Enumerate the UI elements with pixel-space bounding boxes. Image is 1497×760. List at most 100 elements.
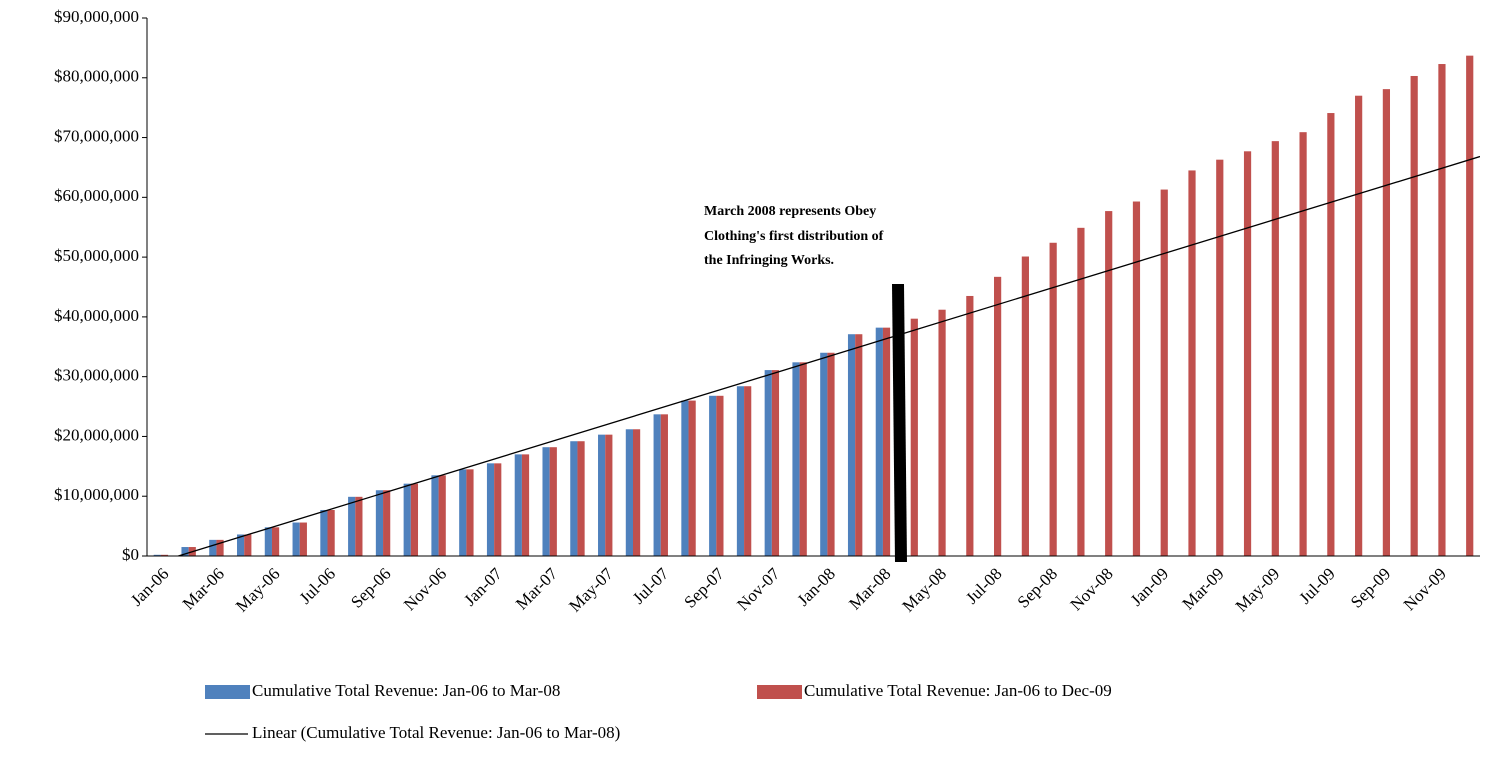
- bar: [744, 386, 752, 556]
- y-tick-label: $40,000,000: [54, 306, 139, 325]
- bar: [459, 469, 467, 556]
- bar: [994, 276, 1002, 556]
- bar: [764, 370, 772, 556]
- bar: [736, 386, 745, 556]
- bar: [327, 509, 335, 556]
- bar: [431, 475, 439, 556]
- bar: [910, 318, 918, 556]
- y-tick-label: $50,000,000: [54, 246, 139, 265]
- bar: [549, 447, 557, 556]
- bar: [966, 295, 974, 556]
- bar: [709, 395, 717, 556]
- trendline: [176, 155, 1480, 556]
- bar: [855, 334, 863, 556]
- y-tick-label: $60,000,000: [54, 186, 139, 205]
- bar: [1188, 170, 1196, 556]
- x-tick-label: Nov-08: [1067, 564, 1117, 614]
- bar: [348, 496, 356, 556]
- bar: [403, 483, 411, 556]
- y-tick-label: $30,000,000: [54, 366, 139, 385]
- x-tick-label: Jan-09: [1127, 564, 1172, 609]
- bar: [1105, 211, 1113, 557]
- x-tick-label: Jan-08: [793, 564, 838, 609]
- bar: [882, 327, 891, 556]
- bar: [514, 454, 522, 556]
- bar: [216, 539, 224, 556]
- bar: [494, 463, 502, 556]
- bar: [625, 429, 633, 556]
- legend-label: Cumulative Total Revenue: Jan-06 to Mar-…: [252, 681, 560, 700]
- bar: [486, 463, 495, 556]
- bar: [410, 483, 419, 556]
- bar: [160, 554, 169, 556]
- bar: [1466, 55, 1474, 556]
- bar: [938, 309, 946, 556]
- x-tick-label: Mar-06: [179, 564, 228, 613]
- bar: [577, 441, 585, 556]
- trendline-group: [176, 155, 1480, 556]
- bar: [521, 454, 530, 556]
- bar: [716, 395, 724, 556]
- bar: [209, 539, 217, 556]
- annotation-line: March 2008 represents Obey: [704, 204, 876, 219]
- bar: [1271, 141, 1279, 557]
- legend-label: Cumulative Total Revenue: Jan-06 to Dec-…: [804, 681, 1112, 700]
- x-tick-label: Jan-06: [127, 564, 172, 609]
- legend-swatch: [757, 685, 802, 699]
- bar: [681, 400, 689, 556]
- bar: [1049, 242, 1057, 556]
- bar: [236, 534, 245, 556]
- bar: [299, 522, 307, 556]
- legend-label: Linear (Cumulative Total Revenue: Jan-06…: [252, 723, 620, 742]
- x-tick-label: Nov-06: [400, 564, 450, 614]
- x-tick-label: Jul-09: [1295, 564, 1338, 607]
- bar: [153, 554, 161, 556]
- bar: [466, 469, 474, 556]
- x-tick-label: Sep-07: [680, 564, 728, 612]
- y-tick-label: $0: [122, 545, 139, 564]
- bar: [1410, 75, 1418, 557]
- x-tick-label: Nov-07: [733, 564, 784, 615]
- y-tick-label: $80,000,000: [54, 67, 139, 86]
- y-tick-label: $70,000,000: [54, 126, 139, 145]
- bar: [320, 509, 328, 556]
- x-tick-label: Mar-09: [1179, 564, 1228, 613]
- bar: [1299, 132, 1307, 557]
- bar: [792, 362, 800, 556]
- bar: [653, 414, 661, 556]
- x-tick-label: Jul-08: [962, 564, 1005, 607]
- bar: [1021, 256, 1029, 556]
- march-2008-marker: [892, 284, 907, 562]
- bar: [605, 434, 613, 556]
- legend-swatch: [205, 685, 250, 699]
- bar: [1160, 189, 1168, 556]
- y-tick-label: $90,000,000: [54, 7, 139, 26]
- bar: [1355, 95, 1363, 556]
- bar: [771, 370, 780, 556]
- bar: [375, 490, 384, 556]
- x-tick-label: Sep-06: [347, 564, 394, 611]
- bar: [1327, 113, 1335, 557]
- bar: [799, 362, 807, 556]
- x-tick-label: Mar-08: [845, 564, 894, 613]
- x-tick-label: Jul-06: [296, 564, 339, 607]
- bar: [827, 352, 835, 556]
- bar: [632, 429, 641, 556]
- bar: [264, 527, 272, 556]
- bar: [244, 534, 252, 556]
- x-tick-label: Jan-07: [460, 564, 506, 610]
- bar: [875, 327, 883, 556]
- y-tick-label: $10,000,000: [54, 485, 139, 504]
- bar: [438, 475, 446, 556]
- x-tick-label: Mar-07: [512, 564, 562, 614]
- bar: [271, 527, 280, 556]
- annotation-line: Clothing's first distribution of: [704, 229, 884, 244]
- bar: [570, 441, 578, 556]
- bar: [1216, 159, 1224, 556]
- x-tick-label: Sep-09: [1347, 564, 1394, 611]
- bar: [688, 400, 696, 556]
- bar: [1132, 201, 1141, 557]
- x-tick-label: Jul-07: [629, 564, 673, 608]
